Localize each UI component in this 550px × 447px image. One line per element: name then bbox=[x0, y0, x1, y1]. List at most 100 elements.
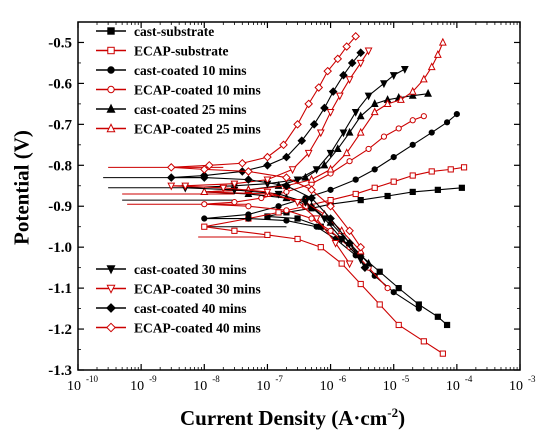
data-marker bbox=[453, 111, 460, 118]
data-marker bbox=[294, 215, 301, 222]
data-marker bbox=[106, 284, 116, 294]
data-marker bbox=[264, 231, 271, 238]
legend-label: ECAP-substrate bbox=[134, 44, 229, 59]
data-marker bbox=[245, 215, 252, 222]
data-marker bbox=[166, 173, 176, 182]
y-tick-label: -0.9 bbox=[48, 199, 72, 215]
data-marker bbox=[447, 166, 454, 173]
data-marker bbox=[342, 148, 351, 157]
x-tick-label: 10 bbox=[320, 379, 334, 394]
y-tick-label: -0.8 bbox=[48, 158, 72, 174]
data-marker bbox=[244, 167, 253, 176]
data-marker bbox=[106, 303, 116, 313]
data-marker bbox=[293, 120, 302, 129]
data-marker bbox=[282, 181, 291, 191]
data-marker bbox=[395, 321, 402, 329]
data-marker bbox=[312, 215, 321, 224]
data-marker bbox=[331, 239, 340, 248]
data-marker bbox=[107, 66, 115, 74]
x-tick-label: 10 bbox=[383, 379, 397, 394]
data-marker bbox=[263, 152, 272, 162]
y-tick-label: -1.2 bbox=[48, 322, 72, 338]
data-marker bbox=[371, 272, 378, 279]
y-tick-label: -1.3 bbox=[48, 363, 72, 379]
series-line bbox=[204, 113, 458, 310]
data-marker bbox=[345, 76, 354, 85]
data-marker bbox=[345, 238, 354, 248]
x-axis-label-tail: ) bbox=[398, 406, 406, 430]
data-marker bbox=[351, 108, 360, 117]
legend-label: ECAP-coated 25 mins bbox=[134, 122, 261, 137]
data-series bbox=[103, 32, 468, 357]
data-marker bbox=[346, 158, 353, 165]
data-marker bbox=[326, 214, 335, 223]
data-marker bbox=[320, 160, 329, 169]
data-marker bbox=[181, 182, 190, 191]
data-marker bbox=[282, 152, 291, 162]
data-marker bbox=[389, 72, 398, 80]
data-marker bbox=[428, 129, 435, 136]
x-tick-exponent: -4 bbox=[465, 374, 473, 384]
data-marker bbox=[408, 90, 417, 99]
data-marker bbox=[424, 88, 432, 97]
data-marker bbox=[166, 163, 176, 172]
data-marker bbox=[314, 83, 324, 92]
data-marker bbox=[323, 66, 332, 76]
data-marker bbox=[439, 350, 446, 357]
y-tick-label: -1.0 bbox=[48, 240, 72, 256]
data-marker bbox=[199, 173, 209, 182]
data-marker bbox=[275, 203, 282, 210]
data-marker bbox=[395, 125, 402, 132]
data-marker bbox=[263, 176, 272, 185]
data-marker bbox=[231, 227, 238, 234]
data-marker bbox=[357, 280, 364, 288]
data-marker bbox=[199, 165, 209, 174]
data-marker bbox=[384, 192, 391, 200]
legend-label: cast-coated 40 mins bbox=[134, 301, 246, 316]
data-marker bbox=[458, 184, 465, 191]
data-marker bbox=[420, 338, 427, 345]
data-marker bbox=[364, 92, 373, 101]
axis-ticks: 10 -10 10 -9 10 -8 10 -7 10 -6 10 -5 10 -4 10 -3 -0.5 -0.… bbox=[48, 21, 536, 394]
data-marker bbox=[230, 180, 239, 189]
data-marker bbox=[307, 185, 316, 195]
data-marker bbox=[309, 120, 319, 129]
data-marker bbox=[327, 227, 334, 234]
data-marker bbox=[376, 268, 383, 275]
legend: cast-substrate ECAP-substrate cast-coated … bbox=[96, 24, 261, 336]
data-marker bbox=[106, 123, 116, 133]
data-marker bbox=[326, 149, 335, 158]
data-marker bbox=[352, 176, 359, 183]
series-line bbox=[204, 166, 465, 355]
data-marker bbox=[297, 136, 307, 146]
series-group bbox=[167, 47, 373, 269]
data-marker bbox=[328, 87, 338, 96]
plot-area-frame bbox=[77, 21, 521, 371]
data-marker bbox=[434, 186, 441, 193]
data-marker bbox=[167, 182, 176, 191]
series-group bbox=[201, 111, 460, 312]
data-marker bbox=[360, 263, 370, 272]
data-marker bbox=[201, 215, 208, 222]
data-marker bbox=[370, 107, 379, 116]
legend-label: ECAP-coated 30 mins bbox=[134, 282, 261, 297]
data-marker bbox=[320, 215, 329, 224]
data-marker bbox=[409, 117, 416, 124]
data-marker bbox=[434, 313, 441, 320]
data-marker bbox=[308, 215, 315, 222]
data-marker bbox=[352, 190, 359, 198]
x-tick-exponent: -7 bbox=[275, 374, 283, 384]
data-marker bbox=[263, 188, 272, 197]
data-marker bbox=[283, 217, 290, 224]
data-marker bbox=[304, 99, 313, 109]
data-marker bbox=[400, 65, 409, 74]
data-marker bbox=[301, 199, 310, 207]
data-marker bbox=[320, 103, 329, 113]
data-marker bbox=[356, 59, 365, 68]
x-tick-exponent: -3 bbox=[528, 374, 536, 384]
data-marker bbox=[200, 187, 209, 196]
data-marker bbox=[347, 58, 357, 68]
legend-label: cast-substrate bbox=[134, 24, 214, 39]
data-marker bbox=[317, 244, 324, 251]
